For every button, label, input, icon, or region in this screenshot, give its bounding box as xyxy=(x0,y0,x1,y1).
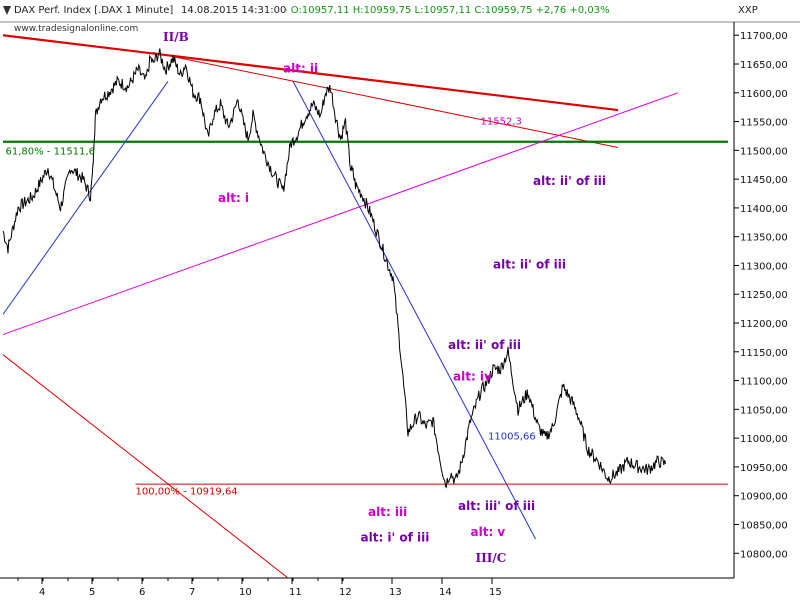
y-tick-label: 11400,00 xyxy=(740,204,788,215)
y-tick-label: 11250,00 xyxy=(740,290,788,301)
wave-annotation: alt: ii xyxy=(283,62,318,76)
trend-line xyxy=(292,81,536,540)
x-tick-label: 5 xyxy=(89,587,95,598)
y-tick-label: 11500,00 xyxy=(740,146,788,157)
wave-annotation: 100,00% - 10919,64 xyxy=(136,487,238,498)
x-tick-label: 11 xyxy=(289,587,302,598)
y-tick-label: 11050,00 xyxy=(740,405,788,416)
chart-header: DAX Perf. Index [.DAX 1 Minute] 14.08.20… xyxy=(0,0,800,22)
y-tick-label: 10800,00 xyxy=(740,549,788,560)
trend-line xyxy=(2,34,619,112)
y-tick-label: 10900,00 xyxy=(740,492,788,503)
datetime-stamp: 14.08.2015 14:31:00 xyxy=(181,5,287,16)
trend-line xyxy=(152,52,619,148)
y-tick-label: 11300,00 xyxy=(740,261,788,272)
x-tick-label: 4 xyxy=(39,587,45,598)
y-tick-label: 11100,00 xyxy=(740,377,788,388)
wave-annotation: alt: v xyxy=(471,525,506,539)
trend-line xyxy=(2,354,289,579)
wave-annotation: II/B xyxy=(163,30,189,44)
x-tick-label: 15 xyxy=(489,587,502,598)
y-tick-label: 11350,00 xyxy=(740,233,788,244)
x-tick-label: 12 xyxy=(339,587,352,598)
price-series xyxy=(2,48,666,489)
x-tick-label: 13 xyxy=(389,587,402,598)
instrument-title: DAX Perf. Index [.DAX 1 Minute] xyxy=(14,5,174,16)
y-tick-label: 11700,00 xyxy=(740,31,788,42)
y-tick-label: 10850,00 xyxy=(740,520,788,531)
ohlc-quote: - O:10957,11 H:10959,75 L:10957,11 C:109… xyxy=(284,5,610,16)
y-tick-label: 11550,00 xyxy=(740,118,788,129)
wave-annotation: alt: iv xyxy=(453,370,492,384)
y-tick-label: 11150,00 xyxy=(740,348,788,359)
wave-annotation: 11005,66 xyxy=(488,431,536,442)
wave-annotation: alt: i' of iii xyxy=(361,531,430,545)
wave-annotation: alt: iii xyxy=(368,505,407,519)
wave-annotation: alt: ii' of iii xyxy=(533,174,606,188)
collapse-arrow-icon[interactable] xyxy=(3,6,11,15)
currency-code: XXP xyxy=(738,5,758,16)
wave-annotation: alt: ii' of iii xyxy=(493,257,566,271)
wave-annotation: 61,80% - 11511,6 xyxy=(6,146,95,157)
y-tick-label: 11650,00 xyxy=(740,60,788,71)
wave-annotation: alt: i xyxy=(218,191,249,205)
trend-line xyxy=(2,92,679,336)
y-tick-label: 11200,00 xyxy=(740,319,788,330)
wave-annotation: alt: iii' of iii xyxy=(458,499,535,513)
y-tick-label: 11000,00 xyxy=(740,434,788,445)
y-tick-label: 11600,00 xyxy=(740,89,788,100)
watermark-text: www.tradesignalonline.com xyxy=(14,24,139,34)
y-tick-label: 10950,00 xyxy=(740,463,788,474)
x-tick-label: 7 xyxy=(189,587,195,598)
x-tick-label: 14 xyxy=(439,587,452,598)
y-tick-label: 11450,00 xyxy=(740,175,788,186)
x-tick-label: 6 xyxy=(139,587,145,598)
wave-annotation: alt: ii' of iii xyxy=(448,338,521,352)
x-tick-label: 10 xyxy=(239,587,252,598)
wave-annotation: 11552,3 xyxy=(481,116,522,127)
wave-annotation: III/C xyxy=(476,551,507,565)
trend-line xyxy=(2,80,169,315)
